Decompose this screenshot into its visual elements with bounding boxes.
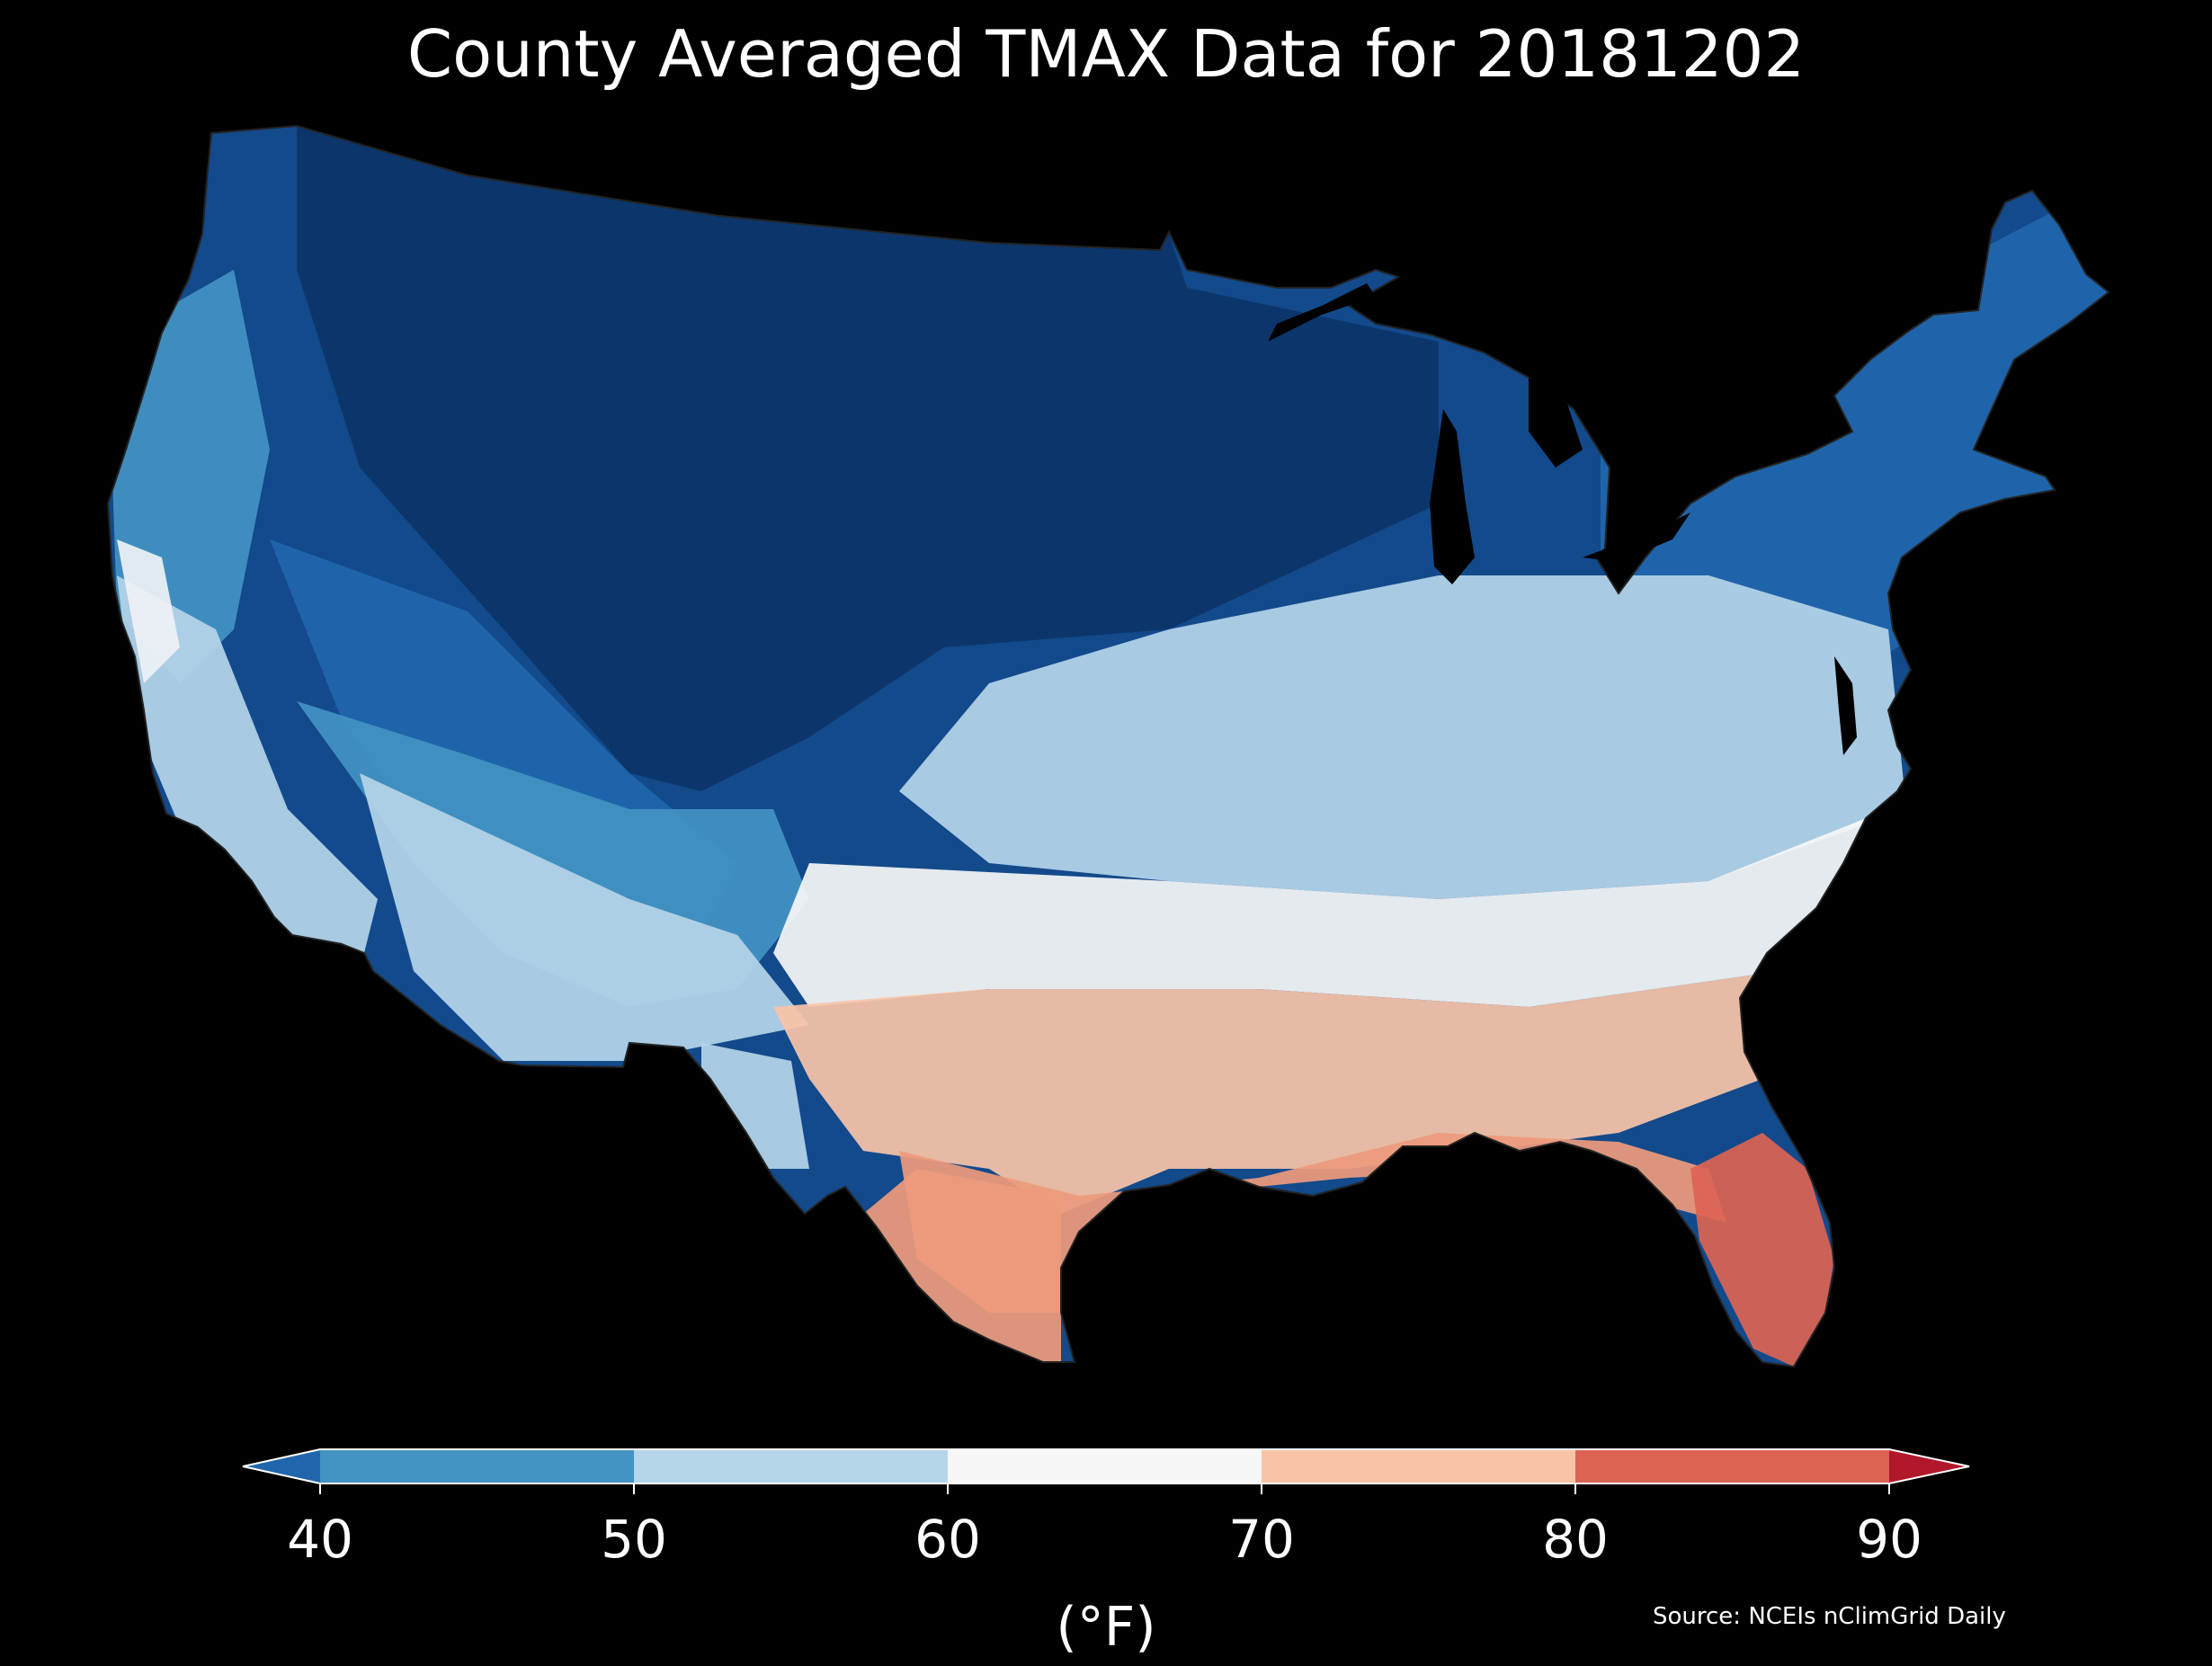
colorbar-tick-60: 60 [914,1509,981,1570]
colorbar-tick-70: 70 [1228,1509,1295,1570]
colorbar-tick-40: 40 [287,1509,353,1570]
region-big-bend-light [701,1043,809,1169]
region-south-texas-salmon [863,1169,1061,1367]
colorbar-bin-50-60 [634,1449,948,1483]
colorbar-bin-40-50 [320,1449,634,1483]
colorbar-bin-80-90 [1575,1449,1889,1483]
conus-choropleth-map [106,124,2110,1368]
colorbar-tick-80: 80 [1542,1509,1609,1570]
region-florida-red [1690,1133,1834,1367]
lake-erie [1583,512,1690,562]
region-southern-peach [773,971,1780,1214]
colorbar [242,1448,1970,1494]
colorbar-extend-low [243,1449,320,1483]
chesapeake-bay [1834,656,1857,755]
colorbar-tick-50: 50 [601,1509,667,1570]
colorbar-extend-high [1889,1449,1969,1483]
great-lakes [1268,283,1857,755]
colorbar-units-label: (°F) [1056,1596,1156,1659]
colorbar-tick-90: 90 [1856,1509,1922,1570]
region-central-valley-white [117,539,180,683]
region-north-interior [297,126,1439,791]
source-credit: Source: NCEIs nClimGrid Daily [1653,1603,2006,1630]
lake-huron [1529,378,1583,468]
region-southwest-light [360,773,809,1061]
region-mid-south-white [773,809,1906,1007]
lake-michigan [1430,409,1475,584]
lake-superior [1268,283,1376,342]
region-ohio-valley-light [899,575,1906,899]
colorbar-bin-60-70 [948,1449,1262,1483]
colorbar-bin-70-80 [1262,1449,1575,1483]
region-california-light [117,575,378,971]
map-title: County Averaged TMAX Data for 20181202 [406,16,1806,92]
